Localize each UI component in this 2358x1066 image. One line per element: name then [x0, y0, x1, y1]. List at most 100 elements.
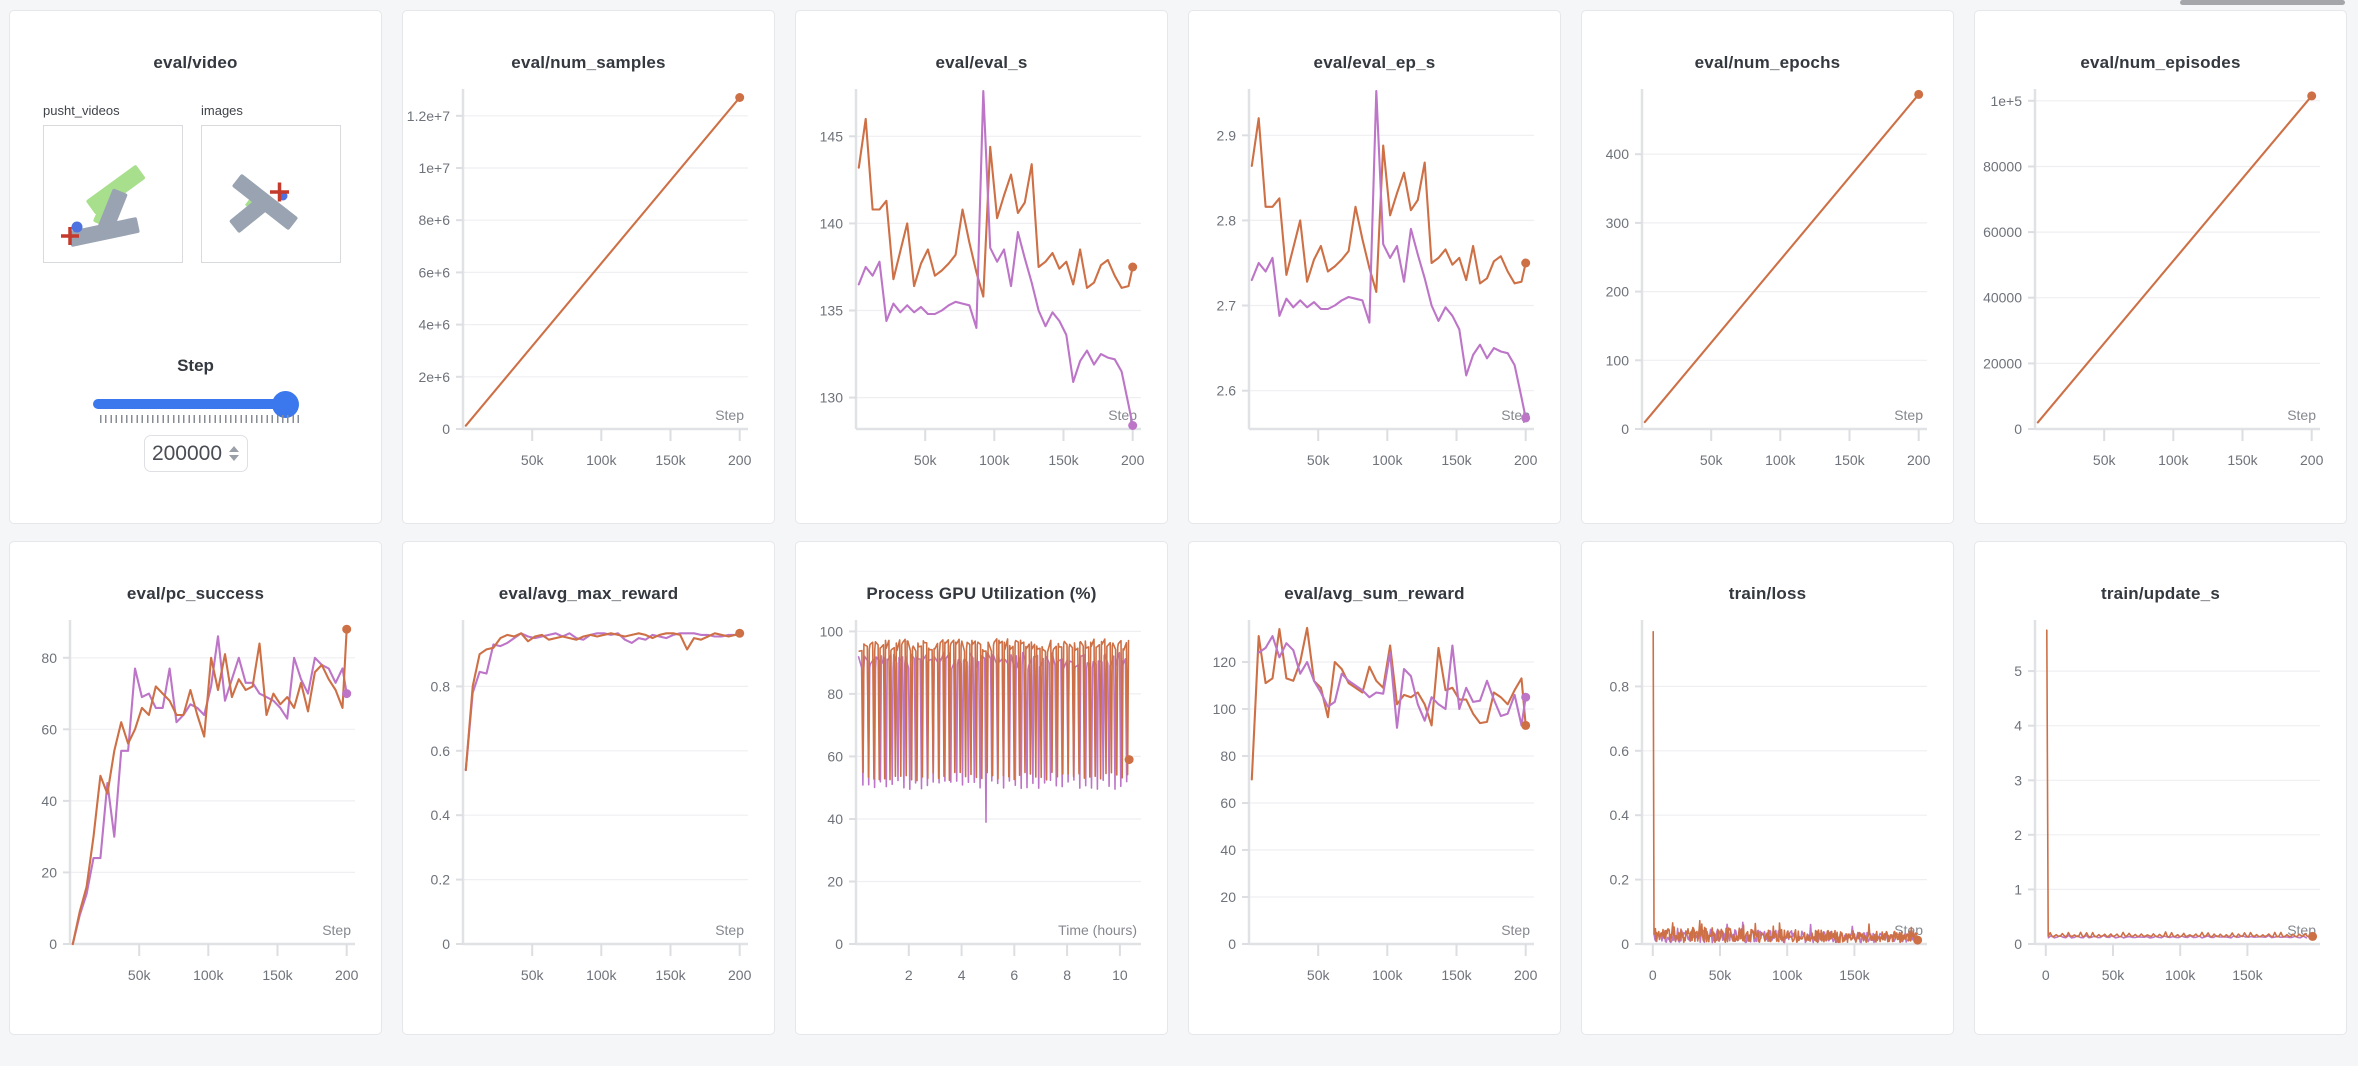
y-tick-label: 2.8 [1217, 212, 1237, 228]
series-line-orange [1652, 630, 1918, 944]
series-line-purple [71, 635, 348, 946]
x-tick-label: 150k [1048, 452, 1079, 468]
x-tick-label: 150k [1441, 452, 1472, 468]
x-tick-label: 8 [1063, 967, 1071, 983]
chart-panel: eval/eval_ep_s 50k 100k 150k 200 2.6 2.7 2.8 2.9… [1188, 10, 1561, 524]
x-tick-label: 100k [979, 452, 1010, 468]
series-line-orange [857, 117, 1134, 298]
chart-plot[interactable]: 50k 100k 150k 200 0 2e+6 4e+6 6e+6 8e+6 1e+7 1.2e+… [403, 79, 774, 499]
goal-cross-icon [61, 227, 79, 245]
x-tick-label: 100k [193, 967, 224, 983]
y-tick-label: 80 [1220, 748, 1236, 764]
x-tick-label: 100k [1372, 452, 1403, 468]
y-tick-label: 1.2e+7 [407, 108, 450, 124]
x-tick-label: 6 [1010, 967, 1018, 983]
y-tick-label: 0 [442, 936, 450, 952]
chart-plot[interactable]: 50k 100k 150k 200 130 135 140 145 Step [796, 79, 1167, 499]
y-tick-label: 20 [827, 874, 843, 890]
series-line-orange [71, 628, 348, 946]
pusht-video-thumbnail[interactable] [43, 125, 183, 263]
step-value-input[interactable]: 200000 [143, 435, 248, 472]
x-tick-label: 200 [2300, 452, 2324, 468]
y-tick-label: 100 [1606, 352, 1630, 368]
y-tick-label: 0.6 [1610, 743, 1630, 759]
chart-title: train/update_s [2101, 584, 2220, 603]
y-tick-label: 100 [820, 623, 844, 639]
x-tick-label: 100k [586, 452, 617, 468]
chart-panel: eval/avg_max_reward 50k 100k 150k 200 0 0.2 0.4… [402, 541, 775, 1035]
series-line-purple [857, 89, 1134, 427]
x-tick-label: 0 [1649, 967, 1657, 983]
step-decrement-icon[interactable] [229, 455, 240, 461]
x-tick-label: 2 [905, 967, 913, 983]
y-tick-label: 0 [2014, 936, 2022, 952]
x-tick-label: 100k [1765, 452, 1796, 468]
end-point-marker-orange [1913, 935, 1923, 945]
chart-panel: eval/avg_sum_reward 50k 100k 150k 200 0 20 40 60… [1188, 541, 1561, 1035]
images-thumbnail[interactable] [201, 125, 341, 263]
media-panel: eval/video pusht_videos [9, 10, 382, 524]
y-tick-label: 60 [41, 721, 57, 737]
chart-title: train/loss [1728, 584, 1807, 603]
y-tick-label: 0.8 [1610, 678, 1630, 694]
y-tick-label: 40 [41, 793, 57, 809]
x-tick-label: 50k [1307, 967, 1331, 983]
chart-panel: eval/num_epochs 50k 100k 150k 200 0 100 200 300 4… [1581, 10, 1954, 524]
x-tick-label: 50k [1709, 967, 1733, 983]
y-tick-label: 0 [1621, 421, 1629, 437]
y-tick-label: 1e+5 [1990, 93, 2022, 109]
step-slider-thumb[interactable] [272, 391, 299, 418]
end-point-marker-orange [1521, 720, 1531, 730]
y-tick-label: 2.6 [1217, 383, 1237, 399]
chart-title: Process GPU Utilization (%) [866, 584, 1097, 603]
y-tick-label: 5 [2014, 663, 2022, 679]
chart-plot[interactable]: 50k 100k 150k 200 0 100 200 300 400 Step [1582, 79, 1953, 499]
series-line-purple [1257, 635, 1527, 729]
y-tick-label: 60000 [1983, 224, 2022, 240]
y-tick-label: 40000 [1983, 290, 2022, 306]
end-point-marker-purple [1521, 692, 1531, 702]
series-line-orange [858, 638, 1130, 782]
y-tick-label: 0.4 [1610, 807, 1630, 823]
chart-plot[interactable]: 50k 100k 150k 200 0 20 40 60 80 Step [10, 610, 381, 1014]
y-tick-label: 0.6 [431, 743, 451, 759]
step-slider[interactable] [93, 391, 299, 418]
x-axis-title: Step [1108, 407, 1137, 423]
series-line-purple [464, 632, 741, 772]
x-tick-label: 150k [1441, 967, 1472, 983]
y-tick-label: 0.8 [431, 678, 451, 694]
chart-plot[interactable]: 50k 100k 150k 200 0 20000 40000 60000 80000 1e+5 S… [1975, 79, 2346, 499]
x-axis-title: Step [1894, 407, 1923, 423]
chart-panel: eval/pc_success 50k 100k 150k 200 0 20 40 60 80 St… [9, 541, 382, 1035]
y-tick-label: 1 [2014, 881, 2022, 897]
horizontal-scrollbar-thumb[interactable] [2180, 0, 2345, 5]
end-point-marker-orange [735, 628, 745, 638]
y-tick-label: 20000 [1983, 355, 2022, 371]
y-tick-label: 0.4 [431, 807, 451, 823]
x-tick-label: 50k [1700, 452, 1724, 468]
y-tick-label: 0.2 [1610, 872, 1630, 888]
series-line-orange [2036, 94, 2313, 424]
y-tick-label: 80 [41, 650, 57, 666]
end-point-marker-orange [1914, 89, 1924, 99]
step-increment-icon[interactable] [229, 446, 240, 452]
end-point-marker-orange [1128, 262, 1138, 272]
chart-plot[interactable]: 50k 100k 150k 200 0 0.2 0.4 0.6 0.8 Step [403, 610, 774, 1014]
end-point-marker-orange [735, 93, 745, 102]
chart-plot[interactable]: 50k 100k 150k 200 0 20 40 60 80 100 120 Step [1189, 610, 1560, 1014]
x-tick-label: 50k [2093, 452, 2117, 468]
y-tick-label: 0.2 [431, 872, 451, 888]
chart-title: eval/avg_sum_reward [1284, 584, 1465, 603]
y-tick-label: 0 [49, 936, 57, 952]
y-tick-label: 4 [2014, 718, 2022, 734]
chart-panel: train/loss 0 50k 100k 150k 0 0.2 0.4 0.6 0.8 Step [1581, 541, 1954, 1035]
x-tick-label: 50k [2102, 967, 2126, 983]
y-tick-label: 130 [820, 390, 844, 406]
x-tick-label: 100k [586, 967, 617, 983]
x-axis-title: Time (hours) [1058, 922, 1137, 938]
media-panel-title: eval/video [153, 53, 238, 72]
